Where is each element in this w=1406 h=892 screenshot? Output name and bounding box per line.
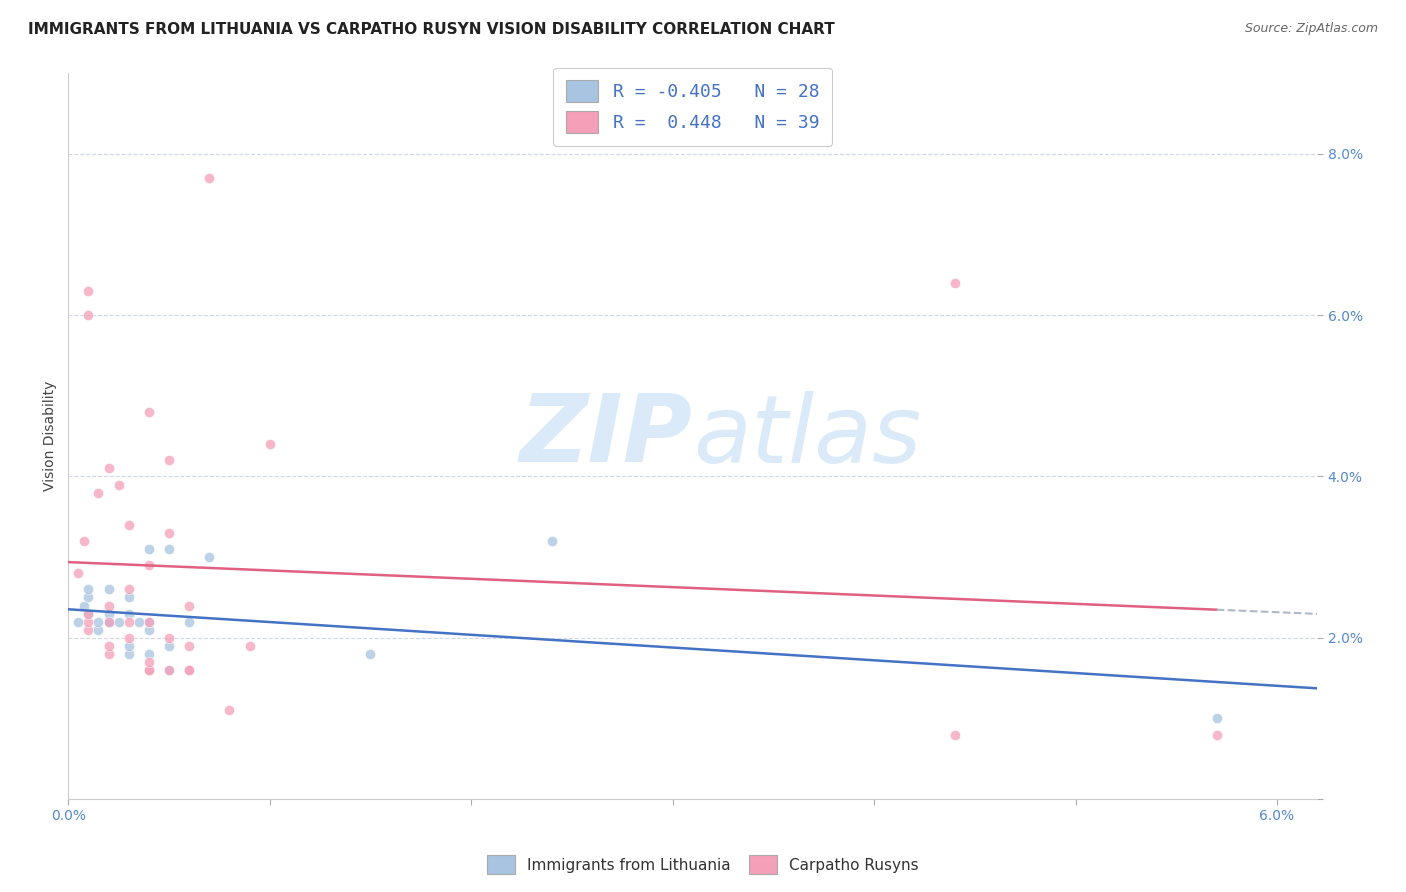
Point: [138, 615, 160, 629]
Point: [77, 607, 100, 621]
Point: [138, 405, 160, 419]
Point: [138, 615, 160, 629]
Point: [218, 703, 240, 717]
Legend: Immigrants from Lithuania, Carpatho Rusyns: Immigrants from Lithuania, Carpatho Rusy…: [481, 849, 925, 880]
Point: [179, 615, 201, 629]
Point: [118, 615, 141, 629]
Point: [157, 542, 180, 557]
Point: [87, 615, 110, 629]
Point: [157, 525, 180, 540]
Point: [97, 615, 120, 629]
Point: [97, 607, 120, 621]
Point: [118, 517, 141, 532]
Point: [198, 550, 221, 565]
Point: [138, 623, 160, 637]
Point: [540, 533, 562, 548]
Point: [128, 615, 150, 629]
Point: [107, 615, 129, 629]
Point: [97, 599, 120, 613]
Point: [77, 582, 100, 597]
Point: [118, 591, 141, 605]
Point: [118, 607, 141, 621]
Point: [77, 623, 100, 637]
Point: [157, 453, 180, 467]
Point: [157, 663, 180, 677]
Point: [943, 276, 966, 290]
Point: [238, 639, 260, 653]
Point: [157, 639, 180, 653]
Text: Source: ZipAtlas.com: Source: ZipAtlas.com: [1244, 22, 1378, 36]
Point: [118, 639, 141, 653]
Point: [73, 599, 96, 613]
Point: [97, 615, 120, 629]
Text: IMMIGRANTS FROM LITHUANIA VS CARPATHO RUSYN VISION DISABILITY CORRELATION CHART: IMMIGRANTS FROM LITHUANIA VS CARPATHO RU…: [28, 22, 835, 37]
Point: [179, 663, 201, 677]
Point: [259, 437, 281, 451]
Point: [198, 171, 221, 186]
Point: [157, 663, 180, 677]
Point: [179, 599, 201, 613]
Point: [67, 615, 90, 629]
Point: [97, 461, 120, 475]
Point: [77, 607, 100, 621]
Point: [138, 663, 160, 677]
Point: [87, 485, 110, 500]
Point: [87, 623, 110, 637]
Point: [73, 533, 96, 548]
Point: [67, 566, 90, 581]
Y-axis label: Vision Disability: Vision Disability: [44, 381, 58, 491]
Point: [107, 477, 129, 491]
Point: [179, 639, 201, 653]
Point: [118, 631, 141, 645]
Point: [77, 615, 100, 629]
Point: [97, 582, 120, 597]
Point: [1205, 727, 1227, 741]
Point: [1205, 711, 1227, 725]
Point: [138, 542, 160, 557]
Point: [97, 647, 120, 661]
Point: [77, 591, 100, 605]
Point: [138, 647, 160, 661]
Point: [179, 663, 201, 677]
Text: ZIP: ZIP: [520, 390, 693, 483]
Text: atlas: atlas: [693, 391, 921, 482]
Point: [118, 647, 141, 661]
Point: [157, 631, 180, 645]
Point: [138, 655, 160, 669]
Legend: R = -0.405   N = 28, R =  0.448   N = 39: R = -0.405 N = 28, R = 0.448 N = 39: [554, 68, 832, 146]
Point: [77, 308, 100, 322]
Point: [138, 558, 160, 573]
Point: [97, 639, 120, 653]
Point: [359, 647, 381, 661]
Point: [118, 582, 141, 597]
Point: [97, 615, 120, 629]
Point: [943, 727, 966, 741]
Point: [77, 284, 100, 298]
Point: [138, 663, 160, 677]
